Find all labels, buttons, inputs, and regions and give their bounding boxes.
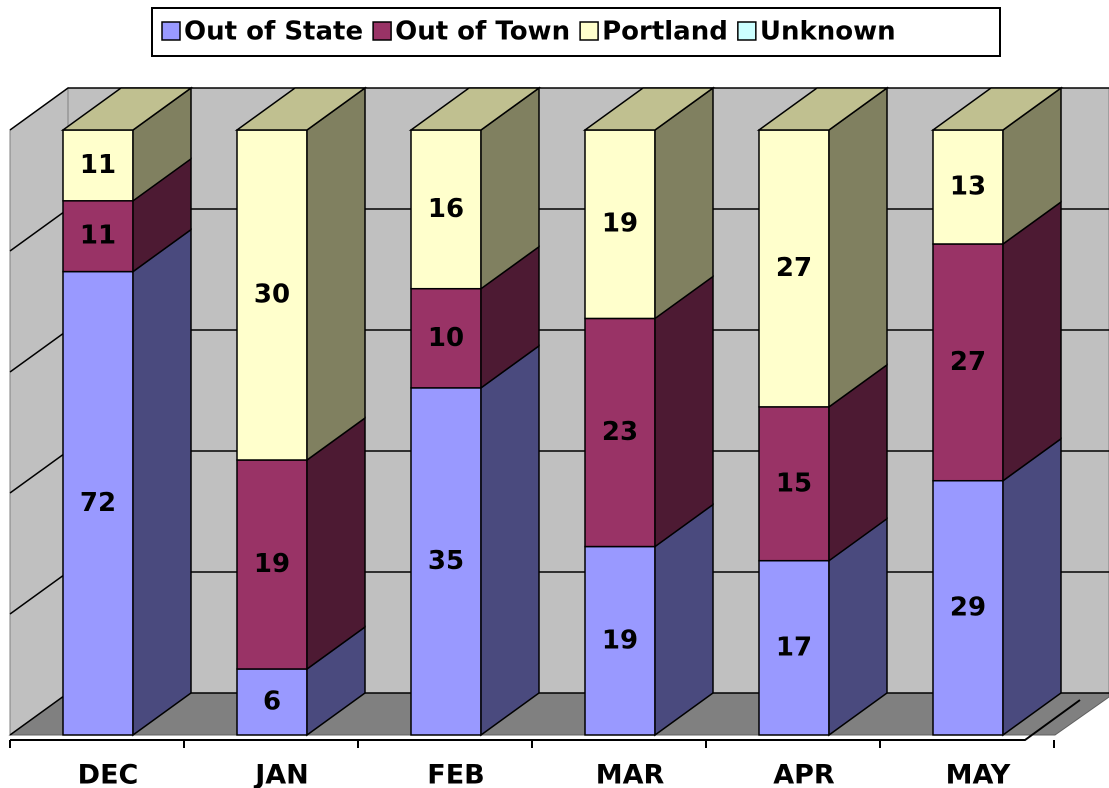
bar bbox=[584, 317, 656, 548]
bar-top bbox=[756, 87, 890, 131]
bar bbox=[410, 387, 482, 736]
bar bbox=[236, 459, 308, 670]
data-label: 19 bbox=[254, 549, 290, 579]
data-label: 11 bbox=[80, 150, 116, 180]
bar-side bbox=[480, 344, 540, 737]
x-tick-label: APR bbox=[773, 760, 835, 788]
legend-label: Unknown bbox=[760, 17, 896, 47]
bar-side bbox=[306, 416, 366, 671]
bar bbox=[62, 270, 134, 736]
data-label: 29 bbox=[950, 592, 986, 622]
x-tick-label: DEC bbox=[78, 760, 139, 788]
data-label: 13 bbox=[950, 171, 986, 201]
legend-label: Out of State bbox=[184, 17, 363, 47]
legend-label: Out of Town bbox=[395, 17, 570, 47]
bar bbox=[758, 129, 830, 408]
legend-swatch bbox=[372, 21, 392, 41]
bar-top bbox=[582, 87, 716, 131]
data-label: 19 bbox=[602, 625, 638, 655]
data-label: 72 bbox=[80, 488, 116, 518]
bar bbox=[758, 406, 830, 562]
data-label: 15 bbox=[776, 468, 812, 498]
grid-line bbox=[9, 87, 1109, 131]
bar bbox=[932, 243, 1004, 482]
legend-swatch bbox=[737, 21, 757, 41]
data-label: 6 bbox=[263, 687, 281, 717]
bar bbox=[62, 129, 134, 202]
bar-side bbox=[1002, 200, 1062, 483]
data-label: 23 bbox=[602, 417, 638, 447]
bar bbox=[932, 129, 1004, 245]
bar-side bbox=[306, 86, 366, 462]
x-tick-label: FEB bbox=[427, 760, 484, 788]
bar-top bbox=[60, 87, 194, 131]
legend-swatch bbox=[579, 21, 599, 41]
data-label: 35 bbox=[428, 546, 464, 576]
data-label: 16 bbox=[428, 194, 464, 224]
bar-side bbox=[132, 228, 192, 737]
bar-top bbox=[408, 87, 542, 131]
data-label: 27 bbox=[950, 347, 986, 377]
bar bbox=[758, 559, 830, 736]
bar bbox=[236, 129, 308, 461]
x-tick-label: JAN bbox=[253, 760, 309, 788]
bar-side bbox=[828, 86, 888, 409]
data-label: 27 bbox=[776, 253, 812, 283]
legend-swatch bbox=[161, 21, 181, 41]
data-label: 11 bbox=[80, 221, 116, 251]
data-label: 17 bbox=[776, 632, 812, 662]
legend bbox=[151, 7, 1001, 57]
bar-top bbox=[234, 87, 368, 131]
data-label: 19 bbox=[602, 209, 638, 239]
bar bbox=[62, 200, 134, 273]
bar-side bbox=[1002, 437, 1062, 737]
bar bbox=[410, 129, 482, 290]
x-axis bbox=[10, 699, 1081, 741]
x-tick-label: MAY bbox=[946, 760, 1011, 788]
bar-side bbox=[654, 274, 714, 549]
data-label: 30 bbox=[254, 280, 290, 310]
legend-label: Portland bbox=[602, 17, 728, 47]
bar bbox=[584, 129, 656, 320]
bar-top bbox=[930, 87, 1064, 131]
data-label: 10 bbox=[428, 323, 464, 353]
bar bbox=[932, 479, 1004, 736]
side-wall bbox=[9, 87, 69, 736]
bar bbox=[584, 545, 656, 736]
x-tick-label: MAR bbox=[596, 760, 665, 788]
